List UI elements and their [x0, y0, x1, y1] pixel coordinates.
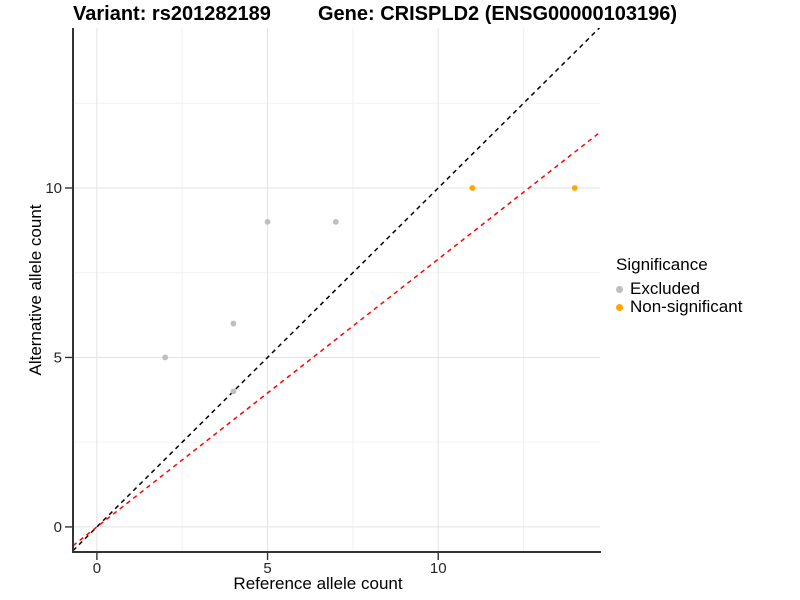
legend-item-label: Excluded — [630, 279, 700, 298]
x-tick-label: 5 — [263, 560, 271, 577]
data-point-non-significant — [469, 185, 476, 191]
data-point-excluded — [162, 354, 169, 361]
variant-title: Variant: rs201282189 — [73, 3, 271, 25]
x-axis-title: Reference allele count — [233, 574, 403, 593]
data-point-excluded — [264, 218, 271, 225]
data-point-excluded — [230, 320, 237, 327]
legend: Significance Excluded Non-significant — [616, 255, 742, 316]
data-point-excluded — [230, 388, 237, 395]
y-tick-label: 5 — [54, 349, 62, 366]
y-tick-label: 10 — [45, 180, 62, 197]
data-point-excluded — [332, 218, 339, 225]
gene-title: Gene: CRISPLD2 (ENSG00000103196) — [318, 3, 678, 25]
identity-line — [73, 28, 600, 552]
legend-title: Significance — [616, 255, 708, 274]
y-tick-label: 0 — [54, 519, 62, 536]
legend-item-excluded: Excluded — [616, 279, 742, 298]
x-tick-label: 10 — [430, 560, 447, 577]
data-point-non-significant — [571, 185, 578, 191]
y-axis-title: Alternative allele count — [26, 204, 45, 376]
legend-item-non-significant: Non-significant — [616, 297, 743, 316]
allelic-ratio-line — [73, 131, 600, 547]
non-significant-point-icon — [616, 303, 623, 311]
excluded-point-icon — [616, 285, 623, 293]
x-tick-label: 0 — [93, 560, 101, 577]
legend-item-label: Non-significant — [630, 297, 743, 316]
